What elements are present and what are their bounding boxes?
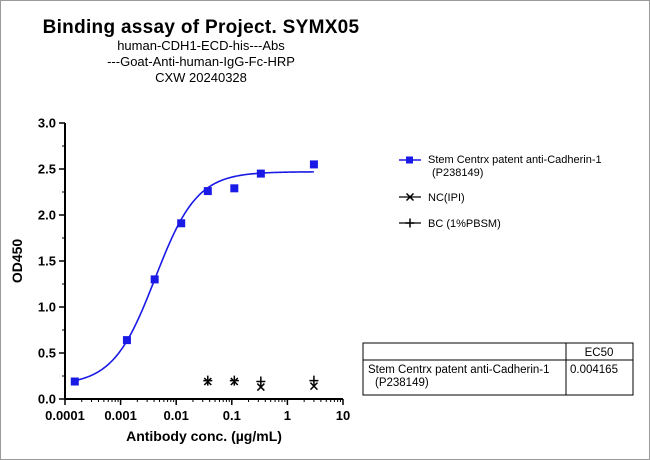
table-header-ec50: EC50 bbox=[585, 347, 614, 359]
legend-item-bc: BC (1%PBSM) bbox=[399, 218, 501, 230]
y-tick-label: 0.0 bbox=[38, 392, 56, 407]
x-tick-label: 0.01 bbox=[164, 408, 189, 423]
x-tick-label: 0.1 bbox=[223, 408, 241, 423]
table-ec50-value: 0.004165 bbox=[570, 364, 618, 376]
data-point-series-1 bbox=[309, 382, 318, 391]
legend-item-nc: NC(IPI) bbox=[399, 192, 465, 204]
data-point-series-0 bbox=[230, 184, 239, 193]
x-axis-label: Antibody conc. (µg/mL) bbox=[126, 428, 282, 444]
chart-title: Binding assay of Project. SYMX05 bbox=[43, 17, 360, 38]
data-point-series-0 bbox=[309, 160, 318, 169]
data-point-series-0 bbox=[70, 377, 79, 386]
fit-curve-stem-centrx bbox=[74, 171, 314, 382]
legend-label-nc: NC(IPI) bbox=[428, 192, 465, 204]
data-points bbox=[70, 160, 319, 392]
legend-plus-marker bbox=[405, 218, 415, 228]
chart-subtitle-line-1: human-CDH1-ECD-his---Abs bbox=[117, 38, 285, 53]
data-point-series-0 bbox=[256, 169, 265, 178]
data-point-series-0 bbox=[150, 275, 159, 284]
data-point-series-2 bbox=[309, 375, 319, 386]
x-tick-label: 1 bbox=[284, 408, 291, 423]
legend-square-marker bbox=[406, 156, 413, 164]
y-axis-label: OD450 bbox=[9, 239, 25, 284]
y-axis-ticks: 0.0 0.5 1.0 1.5 2.0 2.5 3.0 bbox=[38, 116, 65, 407]
data-point-series-2 bbox=[203, 375, 213, 386]
y-tick-label: 1.0 bbox=[38, 300, 56, 315]
y-tick-label: 3.0 bbox=[38, 116, 56, 131]
chart-subtitle-line-2: ---Goat-Anti-human-IgG-Fc-HRP bbox=[107, 54, 295, 69]
data-point-series-2 bbox=[229, 375, 239, 386]
table-border bbox=[362, 342, 634, 396]
y-tick-label: 0.5 bbox=[38, 346, 56, 361]
y-tick-label: 1.5 bbox=[38, 254, 56, 269]
data-point-series-0 bbox=[122, 336, 131, 345]
table-row-label-line-1: Stem Centrx patent anti-Cadherin-1 bbox=[368, 364, 550, 376]
y-tick-label: 2.5 bbox=[38, 162, 56, 177]
data-point-series-0 bbox=[203, 187, 212, 196]
legend-label-stem-centrx: Stem Centrx patent anti-Cadherin-1 bbox=[428, 154, 602, 166]
data-point-series-1 bbox=[256, 383, 265, 392]
x-tick-label: 0.0001 bbox=[45, 408, 85, 423]
y-tick-label: 2.0 bbox=[38, 208, 56, 223]
legend-label-stem-centrx-line-2: (P238149) bbox=[432, 167, 483, 179]
x-axis-ticks: 0.0001 0.001 0.01 0.1 1 10 bbox=[45, 399, 350, 423]
legend-label-bc: BC (1%PBSM) bbox=[428, 218, 501, 230]
x-tick-label: 10 bbox=[336, 408, 350, 423]
x-tick-label: 0.001 bbox=[104, 408, 137, 423]
table-row-label-line-2: (P238149) bbox=[375, 377, 429, 389]
legend: Stem Centrx patent anti-Cadherin-1 (P238… bbox=[399, 154, 602, 230]
data-point-series-2 bbox=[256, 376, 266, 387]
data-point-series-0 bbox=[177, 219, 186, 228]
ec50-results-table: EC50 Stem Centrx patent anti-Cadherin-1 … bbox=[362, 342, 634, 396]
legend-item-stem-centrx: Stem Centrx patent anti-Cadherin-1 (P238… bbox=[399, 154, 602, 179]
chart-subtitle-line-3: CXW 20240328 bbox=[155, 70, 247, 85]
legend-x-marker bbox=[405, 192, 415, 202]
